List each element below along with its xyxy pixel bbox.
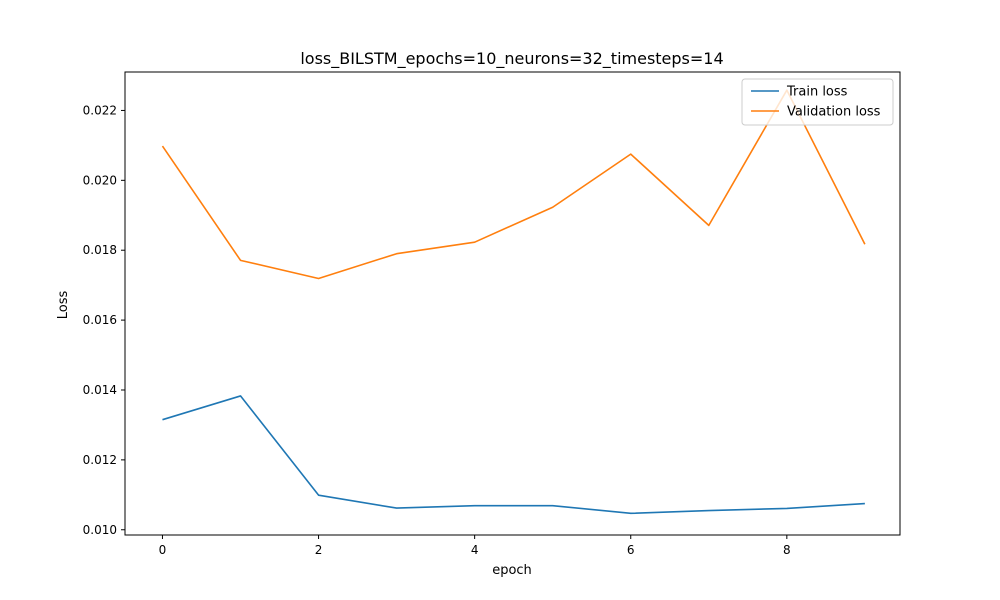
y-tick-label: 0.018 [83,243,117,257]
x-tick-label: 6 [627,543,635,557]
x-tick-label: 2 [315,543,323,557]
x-tick-label: 0 [159,543,167,557]
legend-label-train-loss: Train loss [786,85,848,100]
chart-title: loss_BILSTM_epochs=10_neurons=32_timeste… [300,49,723,69]
validation-loss-line [161,89,866,280]
x-tick-label: 4 [471,543,479,557]
y-tick-label: 0.022 [83,103,117,117]
series-layer [161,89,866,515]
legend: Train loss Validation loss [741,78,894,126]
y-axis-ticks: 0.010 0.012 0.014 0.016 0.018 0.020 0.022 [83,103,125,537]
legend-box [741,78,894,126]
x-axis-label: epoch [492,563,532,578]
y-tick-label: 0.012 [83,453,117,467]
x-tick-label: 8 [783,543,791,557]
y-axis-label: Loss [56,291,71,320]
train-loss-line [162,395,865,515]
y-tick-label: 0.016 [83,313,117,327]
x-axis-ticks: 0 2 4 6 8 [159,535,791,557]
legend-label-validation-loss: Validation loss [787,105,881,120]
y-tick-label: 0.020 [83,173,117,187]
y-tick-label: 0.010 [83,523,117,537]
axes-frame [124,71,901,536]
y-tick-label: 0.014 [83,383,117,397]
